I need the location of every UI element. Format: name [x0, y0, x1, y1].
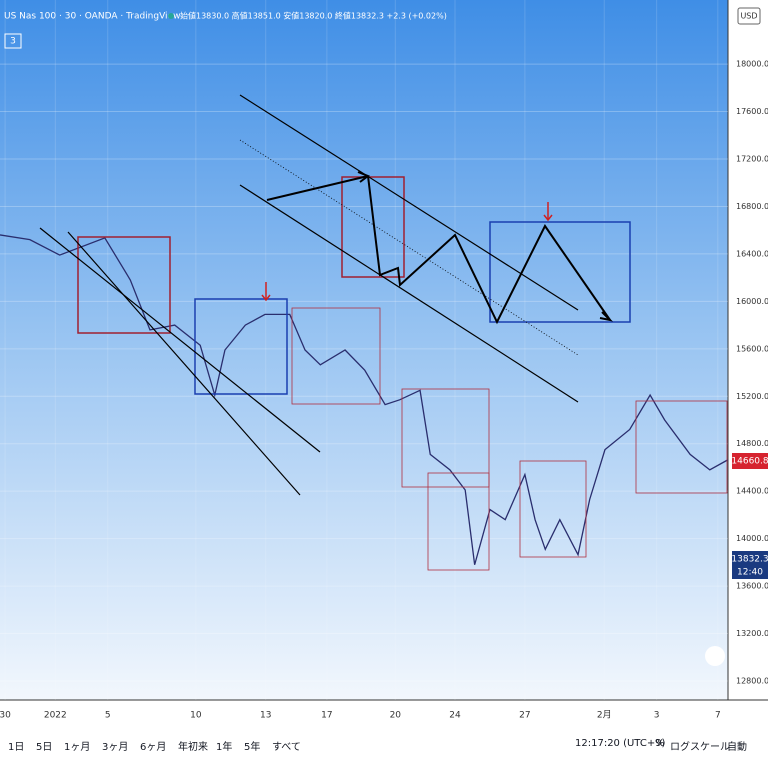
- y-tick-label: 14800.0: [736, 439, 768, 448]
- y-tick-label: 13200.0: [736, 629, 768, 638]
- y-tick-label: 13600.0: [736, 582, 768, 591]
- currency[interactable]: USD: [740, 12, 757, 21]
- range-btn[interactable]: 1日: [8, 742, 25, 753]
- indicator-toggle[interactable]: [4, 33, 22, 49]
- tag-bg: [732, 453, 768, 469]
- log-btn[interactable]: ログスケール: [670, 742, 730, 753]
- clock: 12:17:20 (UTC+9): [575, 738, 666, 749]
- price-axis: [728, 0, 768, 700]
- y-tick-label: 14000.0: [736, 534, 768, 543]
- x-tick-label: 2022: [44, 711, 67, 721]
- range-btn[interactable]: 年初来: [178, 742, 208, 753]
- plot-bg: [0, 0, 728, 700]
- x-tick-label: 24: [449, 711, 461, 721]
- y-tick-label: 16800.0: [736, 202, 768, 211]
- range-btn[interactable]: 5日: [36, 742, 53, 753]
- range-btn[interactable]: すべて: [272, 742, 301, 753]
- y-tick-label: 16000.0: [736, 297, 768, 306]
- price-tag: 14660.8: [731, 457, 768, 467]
- drawings: [39, 94, 728, 571]
- range-btn[interactable]: 1年: [216, 742, 233, 753]
- y-tick-label: 15600.0: [736, 344, 768, 353]
- x-tick-label: 27: [519, 711, 530, 721]
- range-btn[interactable]: 1ヶ月: [64, 742, 91, 753]
- symbol: US Nas 100 · 30 · OANDA · TradingView: [4, 12, 180, 22]
- tag-bg: [732, 551, 768, 579]
- y-tick-label: 16400.0: [736, 249, 768, 258]
- y-tick-label: 18000.0: [736, 60, 768, 69]
- y-tick-label: 14400.0: [736, 487, 768, 496]
- plot: [0, 234, 729, 565]
- x-tick-label: 30: [0, 711, 11, 721]
- range-btn[interactable]: 5年: [244, 742, 261, 753]
- chart: 14660.8 13832.3 12:40 US Nas 100 · 30 · …: [0, 0, 768, 721]
- x-tick-label: 17: [321, 711, 332, 721]
- y-tick-label: 17200.0: [736, 154, 768, 163]
- scroll-btn[interactable]: [705, 646, 725, 666]
- indicator-count[interactable]: 3: [10, 37, 16, 47]
- range-btn[interactable]: 3ヶ月: [102, 742, 129, 753]
- price-tag: 13832.3: [731, 555, 768, 565]
- y-tick-label: 17600.0: [736, 107, 768, 116]
- x-tick-label: 5: [105, 711, 111, 721]
- x-tick-label: 20: [390, 711, 402, 721]
- x-tick-label: 10: [190, 711, 202, 721]
- range-btn[interactable]: 6ヶ月: [140, 742, 167, 753]
- ohlc: 始値13830.0 高値13851.0 安値13820.0 終値13832.3 …: [180, 11, 447, 21]
- currency-btn[interactable]: [737, 7, 761, 25]
- countdown: 12:40: [737, 568, 763, 578]
- x-tick-label: 2月: [597, 710, 612, 721]
- status-dot: [168, 13, 174, 19]
- x-tick-label: 7: [715, 711, 721, 721]
- x-tick-label: 3: [654, 711, 660, 721]
- auto-btn[interactable]: 自動: [727, 742, 747, 753]
- percent-btn[interactable]: %: [655, 738, 665, 749]
- price-line: [0, 234, 729, 565]
- price-tags: 14660.8 13832.3 12:40: [731, 453, 768, 579]
- y-tick-label: 15200.0: [736, 392, 768, 401]
- y-tick-label: 12800.0: [736, 677, 768, 686]
- x-tick-label: 13: [260, 711, 271, 721]
